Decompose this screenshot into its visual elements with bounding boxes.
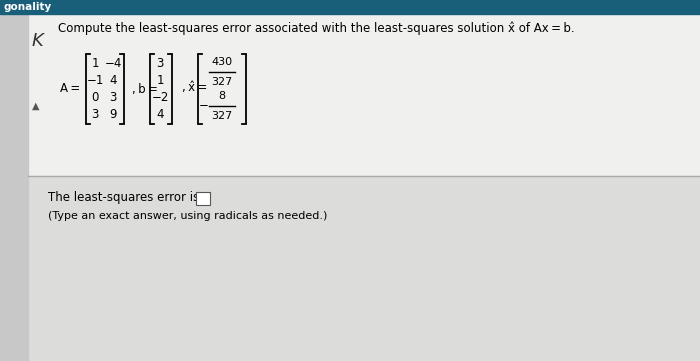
Text: , x̂ =: , x̂ = xyxy=(182,82,207,95)
Text: (Type an exact answer, using radicals as needed.): (Type an exact answer, using radicals as… xyxy=(48,211,328,221)
Text: 4: 4 xyxy=(109,74,117,87)
Bar xyxy=(28,176,700,361)
Bar xyxy=(28,14,700,176)
Text: −4: −4 xyxy=(104,57,122,70)
Text: K: K xyxy=(32,32,43,50)
Text: 3: 3 xyxy=(91,108,99,121)
Text: 9: 9 xyxy=(109,108,117,121)
Text: −: − xyxy=(199,99,209,112)
Text: 4: 4 xyxy=(156,108,164,121)
Bar xyxy=(0,0,700,14)
Text: 1: 1 xyxy=(91,57,99,70)
Text: 3: 3 xyxy=(109,91,117,104)
Text: A =: A = xyxy=(60,83,80,96)
Text: The least-squares error is: The least-squares error is xyxy=(48,191,200,204)
Text: ▲: ▲ xyxy=(32,101,39,111)
Text: 0: 0 xyxy=(91,91,99,104)
Text: −2: −2 xyxy=(151,91,169,104)
Text: 3: 3 xyxy=(156,57,164,70)
Text: 8: 8 xyxy=(218,91,225,101)
Bar xyxy=(196,192,210,205)
Text: 327: 327 xyxy=(211,111,232,121)
Text: gonality: gonality xyxy=(4,2,52,12)
Text: , b =: , b = xyxy=(132,83,158,96)
Text: 430: 430 xyxy=(211,57,232,67)
Bar xyxy=(0,14,28,361)
Text: 327: 327 xyxy=(211,77,232,87)
Text: Compute the least-squares error associated with the least-squares solution x̂ of: Compute the least-squares error associat… xyxy=(58,21,575,35)
Text: 1: 1 xyxy=(156,74,164,87)
Text: −1: −1 xyxy=(86,74,104,87)
